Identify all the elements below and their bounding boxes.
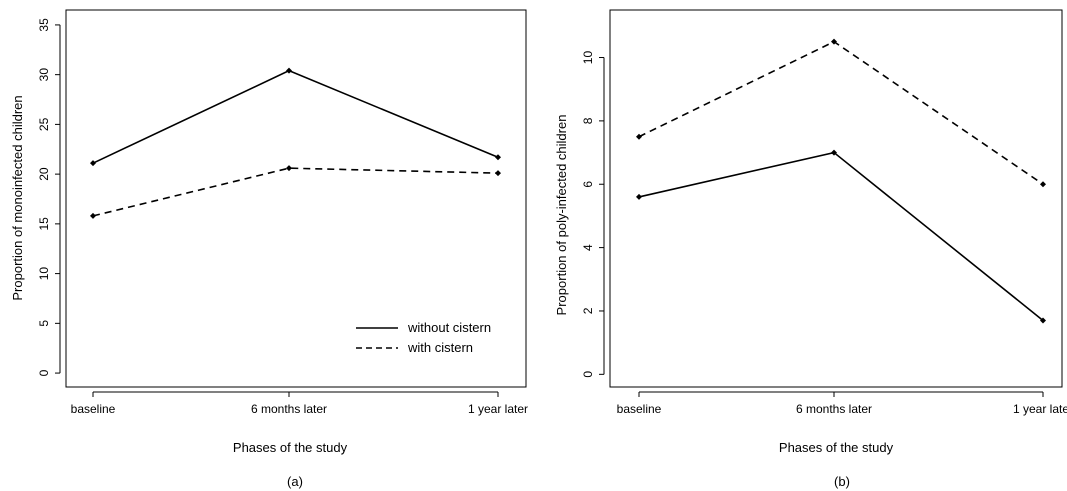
x-tick-label: 6 months later [796, 402, 872, 416]
y-tick-label: 10 [581, 51, 595, 65]
x-axis-b: baseline 6 months later 1 year later [617, 391, 1067, 416]
plot-frame-b [609, 9, 1063, 388]
data-point [831, 38, 837, 45]
x-axis-label-b: Phases of the study [779, 440, 894, 455]
y-axis-label-b: Proportion of poly-infected children [554, 115, 569, 316]
legend-label-without-cistern: without cistern [407, 320, 491, 335]
data-point [1040, 181, 1046, 188]
y-tick-label: 10 [37, 267, 51, 281]
chart-panel-a: 0 5 10 15 20 25 30 35 baseline 6 months later 1 y… [10, 9, 528, 489]
y-tick-label: 2 [581, 307, 595, 314]
y-tick-label: 0 [581, 371, 595, 378]
y-axis-a: 0 5 10 15 20 25 30 35 [37, 18, 61, 376]
y-tick-label: 20 [37, 167, 51, 181]
y-tick-label: 4 [581, 244, 595, 251]
chart-panel-b: 0 2 4 6 8 10 baseline 6 months later 1 year lat… [554, 9, 1067, 489]
x-tick-label: 1 year later [1013, 402, 1067, 416]
series-group-a [90, 67, 501, 219]
series-line-dashed [92, 167, 499, 217]
panel-label-b: (b) [834, 474, 850, 489]
plot-frame-a [65, 9, 527, 388]
y-tick-label: 5 [37, 320, 51, 327]
y-tick-label: 6 [581, 181, 595, 188]
x-axis-a: baseline 6 months later 1 year later [71, 391, 528, 416]
series-group-b [636, 38, 1046, 324]
x-tick-label: baseline [71, 402, 116, 416]
y-axis-b: 0 2 4 6 8 10 [581, 51, 605, 378]
y-tick-label: 0 [37, 369, 51, 376]
y-tick-label: 15 [37, 217, 51, 231]
y-tick-label: 25 [37, 117, 51, 131]
y-axis-label-a: Proportion of monoinfected children [10, 95, 25, 300]
data-point [286, 67, 292, 74]
data-point [495, 154, 501, 161]
data-point [1040, 317, 1046, 324]
data-point [90, 212, 96, 219]
x-tick-label: baseline [617, 402, 662, 416]
data-point [286, 165, 292, 172]
y-tick-label: 30 [37, 68, 51, 82]
legend-label-with-cistern: with cistern [407, 340, 473, 355]
y-tick-label: 35 [37, 18, 51, 32]
data-point [90, 160, 96, 167]
x-tick-label: 6 months later [251, 402, 327, 416]
series-line-solid [638, 151, 1044, 322]
series-line-dashed [638, 40, 1044, 185]
panel-label-a: (a) [287, 474, 303, 489]
x-tick-label: 1 year later [468, 402, 528, 416]
x-axis-label-a: Phases of the study [233, 440, 348, 455]
series-line-solid [92, 69, 499, 164]
data-point [495, 170, 501, 177]
y-tick-label: 8 [581, 117, 595, 124]
data-point [636, 133, 642, 140]
data-point [636, 193, 642, 200]
legend-a: without cistern with cistern [356, 320, 491, 355]
data-point [831, 149, 837, 156]
